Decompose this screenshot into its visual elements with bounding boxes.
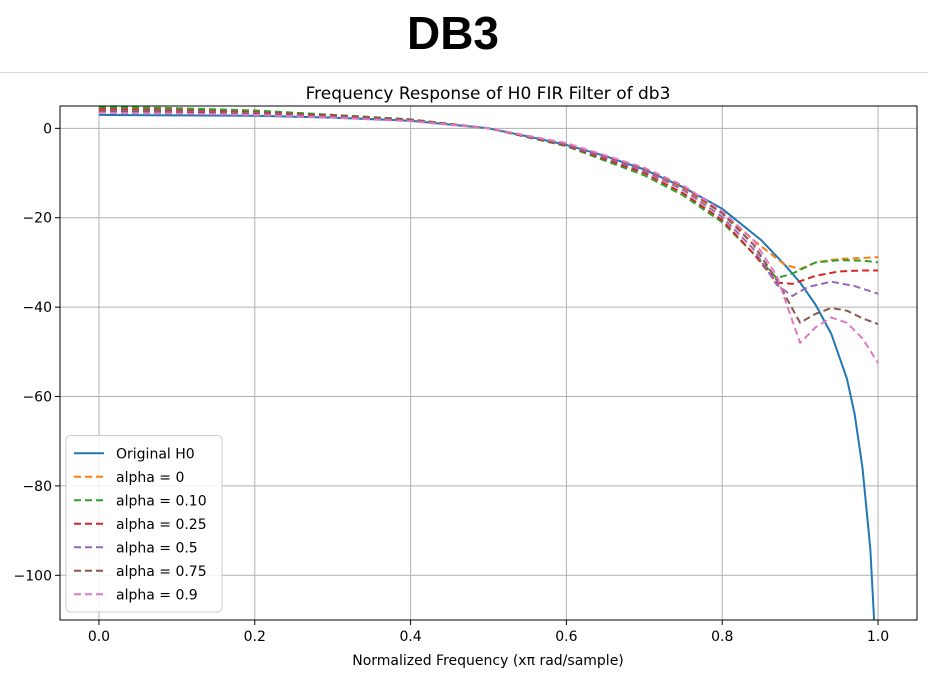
- series-lines: [98, 106, 879, 620]
- x-axis-label: Normalized Frequency (xπ rad/sample): [352, 653, 624, 669]
- legend-box: [65, 435, 223, 613]
- y-tick-label: 0: [43, 121, 52, 137]
- legend-entry-label: alpha = 0.9: [116, 587, 198, 603]
- legend-entry-label: alpha = 0: [116, 470, 184, 486]
- y-tick-label: −100: [14, 568, 52, 584]
- series-line-4: [98, 109, 879, 297]
- chart-title: Frequency Response of H0 FIR Filter of d…: [306, 84, 671, 104]
- series-line-6: [98, 111, 879, 364]
- legend-entry-label: alpha = 0.5: [116, 540, 198, 556]
- plot-area-frame: [59, 105, 918, 621]
- x-tick-label: 1.0: [867, 629, 889, 645]
- x-tick-label: 0.8: [711, 629, 733, 645]
- series-line-3: [98, 108, 878, 285]
- legend-entry-label: Original H0: [116, 446, 195, 462]
- series-line-1: [98, 107, 879, 271]
- y-tick-label: −60: [22, 390, 52, 406]
- x-tick-label: 0.4: [399, 629, 421, 645]
- legend-entry-label: alpha = 0.75: [116, 564, 207, 580]
- x-tick-label: 0.6: [555, 629, 577, 645]
- legend: Original H0 alpha = 0 alpha = 0.10 alpha = …: [65, 435, 223, 613]
- page-heading: DB3: [406, 7, 500, 59]
- legend-entry-label: alpha = 0.25: [116, 517, 207, 533]
- legend-entry-label: alpha = 0.10: [116, 493, 207, 509]
- y-tick-label: −40: [22, 300, 52, 316]
- y-tick-label: −20: [22, 211, 52, 227]
- heading-divider: [0, 72, 928, 73]
- axis-ticks: 0.0 0.2 0.4 0.6 0.8 1.0 0 −20 −40 −60 −80 −100: [14, 121, 890, 645]
- x-tick-label: 0.0: [88, 629, 110, 645]
- y-tick-label: −80: [22, 479, 52, 495]
- series-line-2: [98, 106, 879, 280]
- x-tick-label: 0.2: [244, 629, 266, 645]
